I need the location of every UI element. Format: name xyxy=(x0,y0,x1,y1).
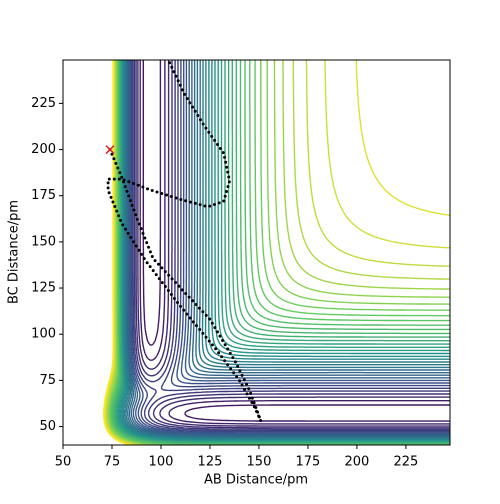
x-tick-label: 100 xyxy=(149,455,174,470)
x-tick-label: 50 xyxy=(55,455,72,470)
y-tick-label: 50 xyxy=(39,419,56,434)
contour-line xyxy=(129,60,450,435)
contour-line xyxy=(106,60,450,445)
contour-line xyxy=(130,60,450,434)
y-tick-label: 175 xyxy=(31,188,56,203)
contour-line xyxy=(105,60,450,445)
trajectory xyxy=(106,60,263,422)
x-tick-label: 225 xyxy=(393,455,418,470)
contour-line xyxy=(126,60,450,437)
x-tick-label: 75 xyxy=(104,455,121,470)
contour-line xyxy=(107,60,450,445)
start-marker xyxy=(105,145,115,155)
contour-line xyxy=(127,60,450,437)
trajectory-layer xyxy=(105,60,263,422)
contour-line xyxy=(142,60,450,422)
y-tick-label: 125 xyxy=(31,281,56,296)
contour-line xyxy=(112,60,450,445)
contour-line xyxy=(132,60,450,432)
contour-line xyxy=(106,60,450,445)
x-axis-label: AB Distance/pm xyxy=(204,473,308,488)
contour-line xyxy=(135,60,450,429)
x-tick-label: 125 xyxy=(198,455,223,470)
contour-line xyxy=(104,60,450,445)
y-tick-label: 225 xyxy=(31,96,56,111)
y-axis-label: BC Distance/pm xyxy=(7,200,22,304)
y-tick-label: 200 xyxy=(31,142,56,157)
x-tick-label: 175 xyxy=(296,455,321,470)
contour-line xyxy=(137,60,450,427)
contour-line xyxy=(124,60,450,439)
contour-line xyxy=(139,60,450,425)
x-tick-label: 150 xyxy=(247,455,272,470)
contour-plot xyxy=(103,60,450,445)
contour-line xyxy=(133,60,450,430)
contour-line xyxy=(128,60,450,436)
y-tick-label: 150 xyxy=(31,234,56,249)
contour-line xyxy=(123,60,450,440)
contour-line xyxy=(104,60,450,445)
y-tick-label: 100 xyxy=(31,327,56,342)
x-tick-label: 200 xyxy=(345,455,370,470)
y-tick-label: 75 xyxy=(39,373,56,388)
contour-line xyxy=(111,60,450,445)
plot-frame xyxy=(62,59,451,446)
